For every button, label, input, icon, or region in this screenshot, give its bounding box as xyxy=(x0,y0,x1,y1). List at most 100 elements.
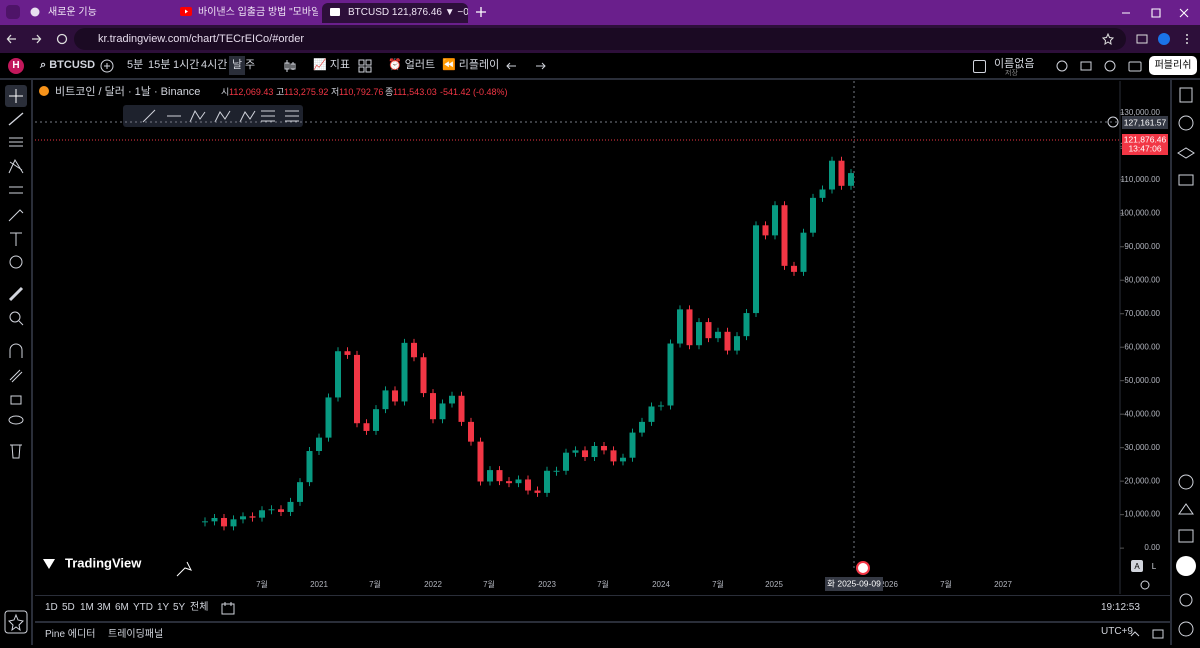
widget-icons[interactable] xyxy=(1172,80,1200,645)
range-button[interactable]: 전체 xyxy=(190,602,209,613)
candle-body xyxy=(696,322,702,346)
interval[interactable]: 5분 xyxy=(127,59,144,71)
candle-body xyxy=(249,516,256,518)
interval[interactable]: 1시간 xyxy=(173,59,200,71)
tv-logo-text: TradingView xyxy=(65,555,142,570)
last-price: 121,876.46 xyxy=(1124,134,1167,144)
x-tick-label: 2021 xyxy=(310,580,328,589)
range-button[interactable]: 1D xyxy=(45,602,58,613)
range-button[interactable]: 5D xyxy=(62,602,75,613)
time-axis: 7월 2021 7월 2022 7월 2023 7월 2024 7월 2025 2026 7월 2027 xyxy=(256,579,1012,589)
publish-button[interactable]: 퍼블리쉬 xyxy=(1149,56,1197,75)
browser-icons[interactable] xyxy=(1135,31,1195,47)
range-bar: 1D 5D 1M 3M 6M YTD 1Y 5Y 전체 19:12:53 UTC+9 xyxy=(35,595,1170,637)
range-button[interactable]: 1Y xyxy=(157,602,170,613)
interval[interactable]: 주 xyxy=(245,59,256,71)
date-range[interactable] xyxy=(221,601,235,615)
x-tick-label: 2023 xyxy=(538,580,556,589)
last-price-box xyxy=(1122,134,1168,155)
candle-body xyxy=(848,173,854,186)
candle-body xyxy=(202,521,208,523)
low: 110,792.76 xyxy=(339,87,383,97)
pine-editor-tab[interactable]: Pine 에디터 xyxy=(45,629,96,640)
settings-icon[interactable] xyxy=(1140,580,1150,590)
layout-name[interactable]: 이름없음 xyxy=(994,58,1035,70)
candle-body xyxy=(734,336,740,351)
indicators-button[interactable]: 📈 지표 xyxy=(313,59,351,71)
tab-icon xyxy=(180,7,192,16)
candle-body xyxy=(686,309,693,346)
tab-menu[interactable] xyxy=(6,5,20,19)
tab[interactable]: BTCUSD 121,876.46 ▼ −0.16% xyxy=(322,3,468,23)
layout-checkbox[interactable] xyxy=(973,60,986,73)
add-alert[interactable] xyxy=(1107,116,1119,128)
candle-body xyxy=(354,354,360,424)
templates[interactable] xyxy=(358,59,372,73)
candle-body xyxy=(221,517,227,527)
candle-body xyxy=(344,351,351,355)
legend-title: 비트코인 / 달러 · 1날 · Binance xyxy=(55,85,200,98)
symbol-search[interactable]: ⌕ BTCUSD xyxy=(40,59,96,71)
event-marker[interactable] xyxy=(856,561,870,575)
chart-type[interactable] xyxy=(284,59,296,73)
candle-body xyxy=(810,197,816,233)
drawing-tools[interactable] xyxy=(0,80,31,645)
range-button[interactable]: 1M xyxy=(80,602,94,613)
candle-body xyxy=(439,403,446,420)
scale-buttons: A L xyxy=(1131,560,1157,590)
interval[interactable]: 4시간 xyxy=(201,59,228,71)
tab-icon xyxy=(330,8,340,16)
range-button[interactable]: 5Y xyxy=(173,602,186,613)
x-tick-label: 2025 xyxy=(765,580,783,589)
range-button[interactable]: 6M xyxy=(115,602,129,613)
range-button[interactable]: 3M xyxy=(97,602,111,613)
interval[interactable]: 15분 xyxy=(148,59,171,71)
panel-controls[interactable] xyxy=(1129,628,1165,640)
candle-body xyxy=(401,342,408,402)
countdown: 13:47:06 xyxy=(1128,143,1161,153)
window-controls[interactable] xyxy=(1120,7,1190,19)
candle-body xyxy=(525,479,531,491)
y-tick-label: 70,000.00 xyxy=(1124,309,1160,318)
toolbar-icons[interactable] xyxy=(1055,59,1145,73)
undo-redo[interactable] xyxy=(506,60,546,72)
candle-body xyxy=(544,470,550,493)
avatar[interactable]: H xyxy=(8,58,24,74)
candle-body xyxy=(268,509,275,511)
tab[interactable]: 새로운 기능 xyxy=(22,3,168,23)
chart: 비트코인 / 달러 · 1날 · Binance 시 112,069.43 고 … xyxy=(35,81,1170,594)
candle-body xyxy=(819,189,826,198)
compare[interactable] xyxy=(100,59,114,73)
tab-title: BTCUSD 121,876.46 ▼ −0.16% xyxy=(348,7,468,18)
range-button[interactable]: YTD xyxy=(133,602,153,613)
new-tab[interactable] xyxy=(475,6,487,18)
auto-scale[interactable] xyxy=(1131,560,1143,572)
tab-title: 새로운 기능 xyxy=(48,7,97,18)
bookmark[interactable] xyxy=(1102,33,1114,45)
interval[interactable]: 날 xyxy=(229,56,246,75)
candle-body xyxy=(563,452,569,471)
candle-body xyxy=(297,482,303,502)
candle-body xyxy=(601,445,607,451)
tab-icon xyxy=(30,7,40,17)
chart-toolbar: H ⌕ BTCUSD 5분 15분 1시간 4시간 날 주 📈 지표 ⏰ 얼러트 ⏪ 리플… xyxy=(0,53,1200,80)
candle-body xyxy=(534,490,541,493)
clock: 19:12:53 UTC+9 xyxy=(1101,602,1140,637)
candle-body xyxy=(496,470,503,482)
nav-buttons[interactable] xyxy=(6,32,68,46)
url-field[interactable]: kr.tradingview.com/chart/TECrEICo/#order xyxy=(74,28,1126,50)
candle-body xyxy=(477,441,484,482)
close: 111,543.03 xyxy=(393,87,437,97)
crosshair-date-box xyxy=(825,577,883,591)
replay-button[interactable]: ⏪ 리플레이 xyxy=(442,59,500,71)
candle-body xyxy=(762,225,769,236)
tab[interactable]: 바이낸스 입출금 방법 "모바일 xyxy=(172,3,318,23)
alerts-button[interactable]: ⏰ 얼러트 xyxy=(388,59,436,71)
tab-bar: 새로운 기능 바이낸스 입출금 방법 "모바일 BTCUSD 121,876.4… xyxy=(0,0,1200,25)
floating-drawing-toolbar[interactable] xyxy=(123,105,303,127)
trading-panel-tab[interactable]: 트레이딩패널 xyxy=(108,629,164,640)
log-scale-label[interactable]: L xyxy=(1152,562,1157,571)
y-tick-label: 0.00 xyxy=(1144,543,1160,552)
x-tick-label: 7월 xyxy=(712,579,724,589)
candle-body xyxy=(620,457,626,462)
